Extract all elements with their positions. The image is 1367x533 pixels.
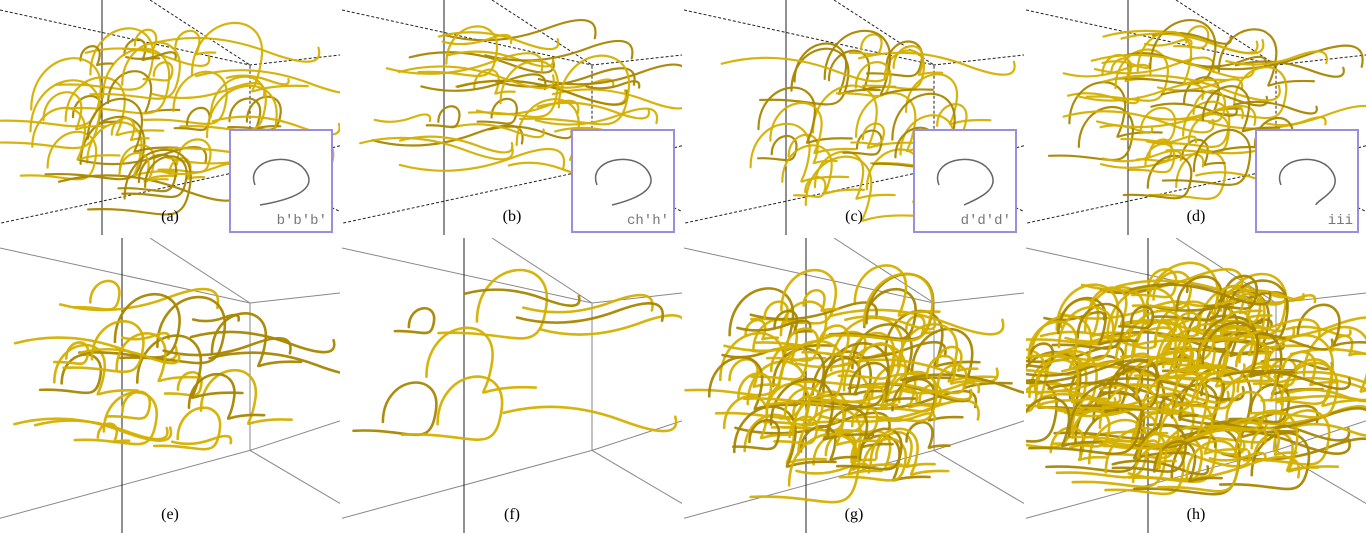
streamline <box>536 109 657 125</box>
panel: (b) ch'h' <box>342 0 688 235</box>
streamline <box>540 315 685 334</box>
streamline <box>517 303 663 322</box>
inset-label: ch'h' <box>627 213 669 229</box>
streamline <box>59 175 239 200</box>
panel: (e) <box>0 238 366 533</box>
streamline <box>539 65 688 85</box>
streamline <box>164 338 291 355</box>
streamline <box>137 336 242 398</box>
streamline <box>400 149 564 171</box>
streamline <box>375 114 430 121</box>
panel-label: (f) <box>504 506 520 523</box>
streamline <box>1124 156 1191 199</box>
streamline <box>395 308 434 333</box>
panel-label: (e) <box>161 506 179 523</box>
streamline <box>0 58 101 126</box>
panel: (d) iii <box>1026 0 1367 235</box>
panel-label: (a) <box>161 208 179 225</box>
streamline <box>74 281 119 310</box>
streamline <box>196 70 362 93</box>
panel: (f) <box>342 238 686 533</box>
panel-body <box>684 238 1054 533</box>
panel-label: (g) <box>845 506 864 523</box>
streamline <box>1049 107 1133 160</box>
panel-label: (h) <box>1187 506 1206 523</box>
panel-body <box>342 238 686 533</box>
panel: (h) <box>960 238 1367 533</box>
panel: (g) <box>684 238 1054 533</box>
streamline <box>960 380 1057 441</box>
box-edge <box>342 238 682 518</box>
panel-label: (b) <box>503 208 522 225</box>
inset-label: iii <box>1328 213 1353 229</box>
panel-body <box>0 238 366 533</box>
inset-label: b'b'b' <box>277 213 327 229</box>
streamline <box>228 97 281 130</box>
panel-label: (c) <box>845 208 863 225</box>
streamline <box>906 74 990 124</box>
streamline <box>353 383 436 435</box>
streamline <box>32 108 119 160</box>
streamline <box>372 126 522 146</box>
streamline <box>751 124 849 182</box>
streamline <box>172 436 231 444</box>
streamline <box>410 52 554 72</box>
streamline <box>427 106 460 127</box>
streamline <box>360 138 512 159</box>
streamline <box>452 124 544 137</box>
panel-label: (d) <box>1187 208 1206 225</box>
streamline <box>438 270 546 338</box>
panel: (c) d'd'd' <box>684 0 1024 235</box>
panel: (a) b'b'b' <box>0 0 362 235</box>
panel-body <box>960 238 1367 533</box>
streamline <box>794 177 825 197</box>
figure: (a) b'b'b' (b) ch'h' (c) d'd'd' (d) iii (e) (f) (g… <box>0 0 1367 533</box>
inset-label: d'd'd' <box>961 213 1011 229</box>
streamline <box>504 407 676 431</box>
